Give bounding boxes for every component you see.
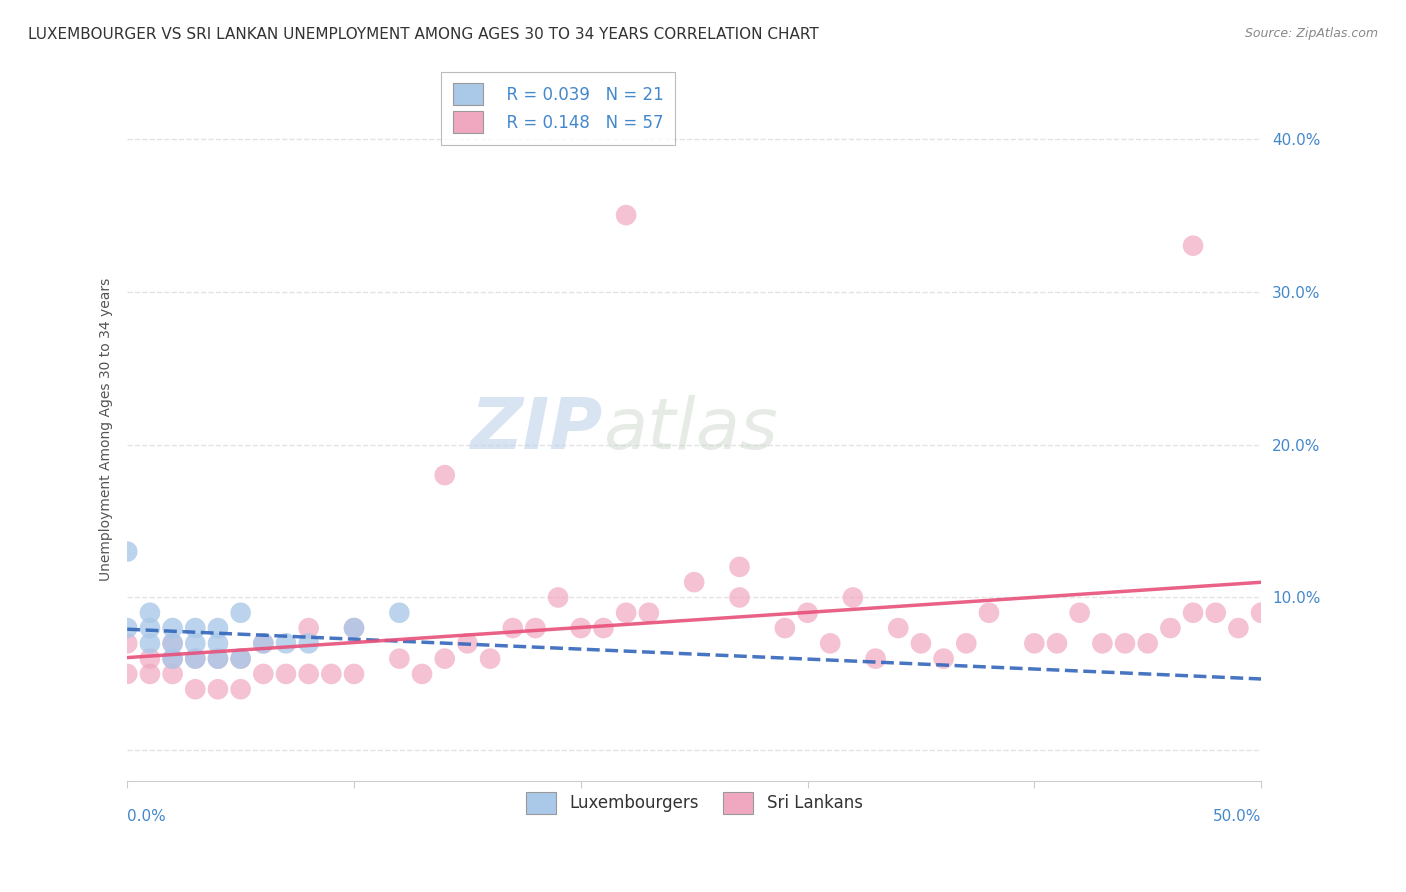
- Point: [1159, 621, 1181, 635]
- Point: [162, 651, 184, 665]
- Point: [117, 621, 139, 635]
- Point: [592, 621, 614, 635]
- Point: [1024, 636, 1046, 650]
- Point: [252, 636, 274, 650]
- Point: [1069, 606, 1091, 620]
- Point: [117, 667, 139, 681]
- Point: [569, 621, 592, 635]
- Text: ZIP: ZIP: [471, 395, 603, 464]
- Point: [614, 208, 637, 222]
- Point: [321, 667, 343, 681]
- Point: [162, 651, 184, 665]
- Point: [1182, 606, 1205, 620]
- Point: [117, 544, 139, 558]
- Point: [977, 606, 1000, 620]
- Point: [1091, 636, 1114, 650]
- Point: [207, 636, 229, 650]
- Point: [139, 606, 162, 620]
- Point: [343, 621, 366, 635]
- Point: [207, 651, 229, 665]
- Point: [433, 651, 456, 665]
- Point: [1227, 621, 1250, 635]
- Point: [524, 621, 547, 635]
- Point: [207, 682, 229, 697]
- Point: [865, 651, 887, 665]
- Point: [910, 636, 932, 650]
- Point: [818, 636, 841, 650]
- Point: [343, 667, 366, 681]
- Point: [932, 651, 955, 665]
- Point: [343, 621, 366, 635]
- Text: atlas: atlas: [603, 395, 778, 464]
- Point: [1205, 606, 1227, 620]
- Point: [184, 682, 207, 697]
- Point: [184, 636, 207, 650]
- Point: [162, 667, 184, 681]
- Point: [229, 651, 252, 665]
- Point: [207, 651, 229, 665]
- Point: [184, 651, 207, 665]
- Point: [637, 606, 659, 620]
- Point: [796, 606, 818, 620]
- Text: 0.0%: 0.0%: [128, 809, 166, 824]
- Point: [728, 591, 751, 605]
- Point: [298, 667, 321, 681]
- Point: [298, 621, 321, 635]
- Point: [139, 621, 162, 635]
- Legend: Luxembourgers, Sri Lankans: Luxembourgers, Sri Lankans: [517, 784, 872, 822]
- Point: [388, 606, 411, 620]
- Point: [229, 682, 252, 697]
- Text: Source: ZipAtlas.com: Source: ZipAtlas.com: [1244, 27, 1378, 40]
- Point: [298, 636, 321, 650]
- Point: [456, 636, 478, 650]
- Point: [502, 621, 524, 635]
- Point: [162, 636, 184, 650]
- Point: [229, 606, 252, 620]
- Point: [479, 651, 502, 665]
- Point: [139, 651, 162, 665]
- Point: [1046, 636, 1069, 650]
- Point: [842, 591, 865, 605]
- Point: [388, 651, 411, 665]
- Point: [1114, 636, 1136, 650]
- Point: [433, 468, 456, 483]
- Point: [252, 667, 274, 681]
- Point: [274, 636, 297, 650]
- Point: [229, 651, 252, 665]
- Text: LUXEMBOURGER VS SRI LANKAN UNEMPLOYMENT AMONG AGES 30 TO 34 YEARS CORRELATION CH: LUXEMBOURGER VS SRI LANKAN UNEMPLOYMENT …: [28, 27, 818, 42]
- Point: [162, 621, 184, 635]
- Point: [1182, 238, 1205, 252]
- Point: [955, 636, 977, 650]
- Point: [139, 636, 162, 650]
- Point: [274, 667, 297, 681]
- Point: [184, 651, 207, 665]
- Point: [683, 575, 706, 590]
- Point: [728, 560, 751, 574]
- Point: [887, 621, 910, 635]
- Point: [411, 667, 433, 681]
- Y-axis label: Unemployment Among Ages 30 to 34 years: Unemployment Among Ages 30 to 34 years: [100, 277, 114, 581]
- Point: [207, 621, 229, 635]
- Text: 50.0%: 50.0%: [1213, 809, 1261, 824]
- Point: [614, 606, 637, 620]
- Point: [547, 591, 569, 605]
- Point: [184, 621, 207, 635]
- Point: [1136, 636, 1159, 650]
- Point: [117, 636, 139, 650]
- Point: [252, 636, 274, 650]
- Point: [162, 636, 184, 650]
- Point: [773, 621, 796, 635]
- Point: [1250, 606, 1272, 620]
- Point: [139, 667, 162, 681]
